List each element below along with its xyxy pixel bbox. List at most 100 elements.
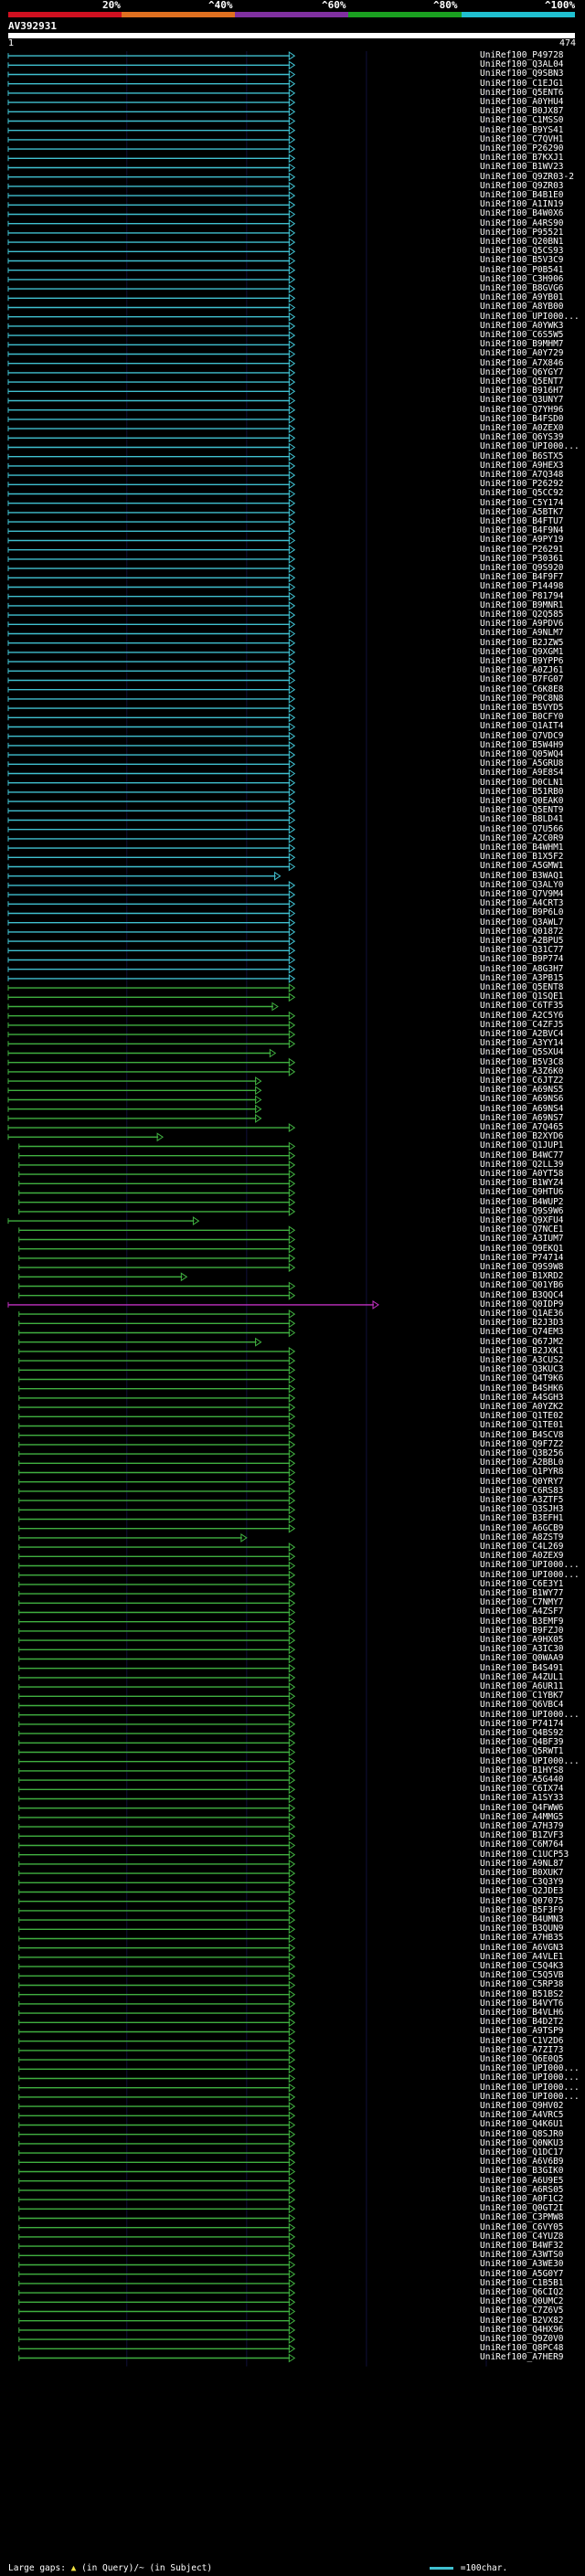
hit-label[interactable]: UniRef100_B4FSD0 — [480, 413, 564, 424]
hit-label[interactable]: UniRef100_Q7U566 — [480, 823, 564, 834]
hit-row[interactable] — [18, 2055, 296, 2065]
hit-label[interactable]: UniRef100_A1SY33 — [480, 1793, 564, 1804]
hit-row[interactable] — [7, 815, 296, 825]
hit-row[interactable] — [18, 1365, 296, 1375]
hit-row[interactable] — [7, 675, 296, 685]
hit-row[interactable] — [18, 1403, 296, 1413]
hit-label[interactable]: UniRef100_Q9ZR03 — [480, 180, 564, 191]
hit-label[interactable]: UniRef100_Q9F7Z2 — [480, 1438, 564, 1449]
hit-label[interactable]: UniRef100_A4SGH3 — [480, 1392, 564, 1403]
hit-label[interactable]: UniRef100_B8GVG6 — [480, 283, 564, 293]
hit-row[interactable] — [18, 1915, 296, 1925]
hit-label[interactable]: UniRef100_C6TF35 — [480, 1001, 564, 1012]
hit-row[interactable] — [7, 405, 296, 415]
hit-row[interactable] — [7, 769, 296, 779]
hit-label[interactable]: UniRef100_C3PMW8 — [480, 2212, 564, 2223]
hit-row[interactable] — [18, 1636, 296, 1646]
hit-row[interactable] — [18, 2269, 296, 2279]
hit-row[interactable] — [7, 358, 296, 368]
hit-label[interactable]: UniRef100_Q9XFU4 — [480, 1215, 564, 1225]
hit-row[interactable] — [18, 1952, 296, 1962]
hit-label[interactable]: UniRef100_A6RS05 — [480, 2184, 564, 2195]
hit-label[interactable]: UniRef100_Q1TE01 — [480, 1420, 564, 1431]
hit-label[interactable]: UniRef100_C6IX74 — [480, 1784, 564, 1795]
hit-label[interactable]: UniRef100_Q1PYR8 — [480, 1467, 564, 1478]
hit-label[interactable]: UniRef100_Q8PC48 — [480, 2343, 564, 2354]
hit-row[interactable] — [18, 1430, 296, 1440]
hit-label[interactable]: UniRef100_A4CRT3 — [480, 898, 564, 909]
hit-row[interactable] — [7, 713, 296, 723]
hit-label[interactable]: UniRef100_B0JX87 — [480, 106, 564, 117]
hit-label[interactable]: UniRef100_Q6VBC4 — [480, 1700, 564, 1711]
hit-row[interactable] — [7, 610, 296, 620]
hit-label[interactable]: UniRef100_Q3ALY0 — [480, 879, 564, 890]
hit-label[interactable]: UniRef100_Q0YRY7 — [480, 1476, 564, 1487]
hit-label[interactable]: UniRef100_A9NL87 — [480, 1858, 564, 1869]
hit-label[interactable]: UniRef100_B1WV23 — [480, 162, 564, 173]
hit-row[interactable] — [7, 564, 296, 574]
hit-row[interactable] — [7, 731, 296, 741]
hit-label[interactable]: UniRef100_A7Q465 — [480, 1122, 564, 1132]
hit-label[interactable]: UniRef100_B2J3D3 — [480, 1318, 564, 1329]
hit-label[interactable]: UniRef100_A69NS4 — [480, 1103, 564, 1114]
hit-label[interactable]: UniRef100_UPI000... — [480, 2091, 580, 2102]
hit-label[interactable]: UniRef100_A4RS90 — [480, 217, 564, 228]
hit-label[interactable]: UniRef100_B8LD41 — [480, 814, 564, 825]
hit-row[interactable] — [7, 787, 296, 797]
hit-label[interactable]: UniRef100_C6E3Y1 — [480, 1578, 564, 1589]
hit-label[interactable]: UniRef100_C3Q3Y9 — [480, 1877, 564, 1888]
hit-label[interactable]: UniRef100_B4F9N4 — [480, 525, 564, 536]
hit-row[interactable] — [18, 2036, 296, 2046]
hit-row[interactable] — [7, 526, 296, 536]
hit-row[interactable] — [18, 1309, 296, 1320]
hit-row[interactable] — [7, 806, 296, 816]
hit-label[interactable]: UniRef100_B4WF32 — [480, 2241, 564, 2251]
hit-row[interactable] — [18, 1197, 296, 1207]
hit-row[interactable] — [18, 1244, 296, 1254]
hit-row[interactable] — [7, 154, 296, 164]
hit-row[interactable] — [7, 946, 296, 956]
hit-row[interactable] — [7, 256, 296, 266]
hit-row[interactable] — [7, 349, 296, 359]
hit-label[interactable]: UniRef100_UPI000... — [480, 2072, 580, 2083]
hit-row[interactable] — [7, 545, 296, 555]
hit-label[interactable]: UniRef100_A2C5Y6 — [480, 1010, 564, 1021]
hit-label[interactable]: UniRef100_C5Q4K3 — [480, 1961, 564, 1971]
hit-row[interactable] — [18, 1617, 296, 1627]
hit-row[interactable] — [18, 2120, 296, 2130]
hit-row[interactable] — [18, 2213, 296, 2223]
hit-row[interactable] — [7, 740, 296, 750]
hit-row[interactable] — [18, 1989, 296, 1999]
hit-row[interactable] — [7, 209, 296, 219]
hit-row[interactable] — [18, 1290, 296, 1300]
hit-label[interactable]: UniRef100_C5Y174 — [480, 497, 564, 508]
hit-row[interactable] — [18, 1905, 296, 1915]
hit-row[interactable] — [18, 1253, 296, 1263]
hit-row[interactable] — [7, 507, 296, 517]
hit-row[interactable] — [7, 843, 296, 853]
hit-label[interactable]: UniRef100_A0YHU4 — [480, 97, 564, 107]
hit-label[interactable]: UniRef100_A6VGN3 — [480, 1942, 564, 1953]
hit-row[interactable] — [18, 1859, 296, 1869]
hit-label[interactable]: UniRef100_B4UMN3 — [480, 1914, 564, 1924]
hit-row[interactable] — [7, 461, 296, 471]
hit-label[interactable]: UniRef100_B9P6L0 — [480, 907, 564, 918]
hit-label[interactable]: UniRef100_A2BBL0 — [480, 1458, 564, 1468]
hit-label[interactable]: UniRef100_A3IC30 — [480, 1644, 564, 1655]
hit-row[interactable] — [18, 2251, 296, 2261]
hit-label[interactable]: UniRef100_C1MSS0 — [480, 115, 564, 126]
hit-row[interactable] — [18, 2138, 296, 2148]
hit-row[interactable] — [18, 1663, 296, 1673]
hit-row[interactable] — [7, 498, 296, 508]
hit-label[interactable]: UniRef100_Q5RWT1 — [480, 1746, 564, 1757]
hit-label[interactable]: UniRef100_Q3KUC3 — [480, 1364, 564, 1375]
hit-label[interactable]: UniRef100_A6GCB9 — [480, 1522, 564, 1533]
hit-label[interactable]: UniRef100_C1UCP53 — [480, 1849, 569, 1860]
hit-label[interactable]: UniRef100_Q9EKQ1 — [480, 1243, 564, 1254]
hit-label[interactable]: UniRef100_B5W4H9 — [480, 739, 564, 750]
hit-row[interactable] — [7, 424, 296, 434]
hit-label[interactable]: UniRef100_B4FTU7 — [480, 516, 564, 526]
hit-row[interactable] — [7, 144, 296, 154]
hit-row[interactable] — [18, 1150, 296, 1161]
hit-label[interactable]: UniRef100_C1B5B1 — [480, 2277, 564, 2288]
